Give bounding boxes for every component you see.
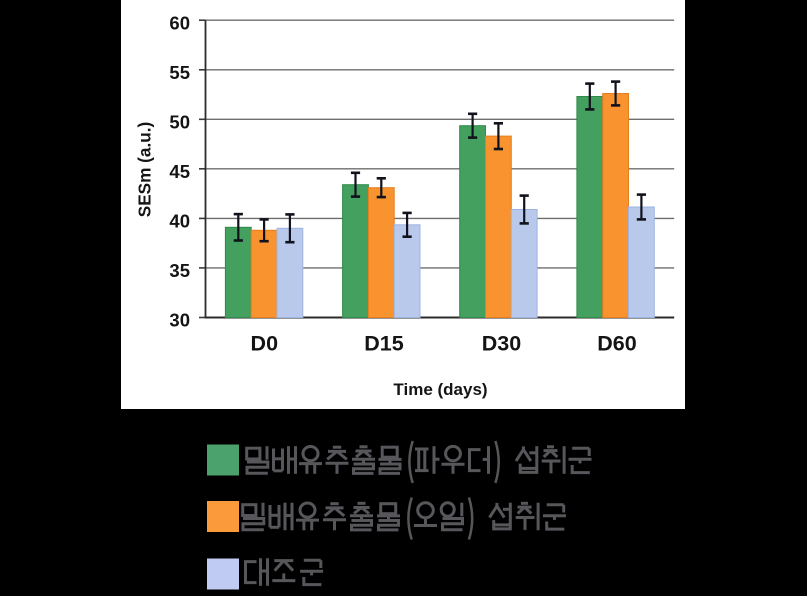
svg-text:D15: D15 (364, 332, 403, 356)
svg-text:50: 50 (169, 112, 190, 133)
svg-text:45: 45 (169, 161, 190, 182)
svg-text:35: 35 (169, 260, 190, 281)
svg-text:D60: D60 (597, 332, 636, 356)
svg-text:60: 60 (169, 12, 190, 33)
svg-text:D0: D0 (251, 332, 279, 356)
svg-text:D30: D30 (482, 332, 521, 356)
svg-text:SESm (a.u.): SESm (a.u.) (135, 122, 155, 218)
svg-text:Time (days): Time (days) (393, 380, 487, 399)
svg-text:30: 30 (169, 310, 190, 331)
svg-text:55: 55 (169, 62, 190, 83)
svg-text:40: 40 (169, 211, 190, 232)
